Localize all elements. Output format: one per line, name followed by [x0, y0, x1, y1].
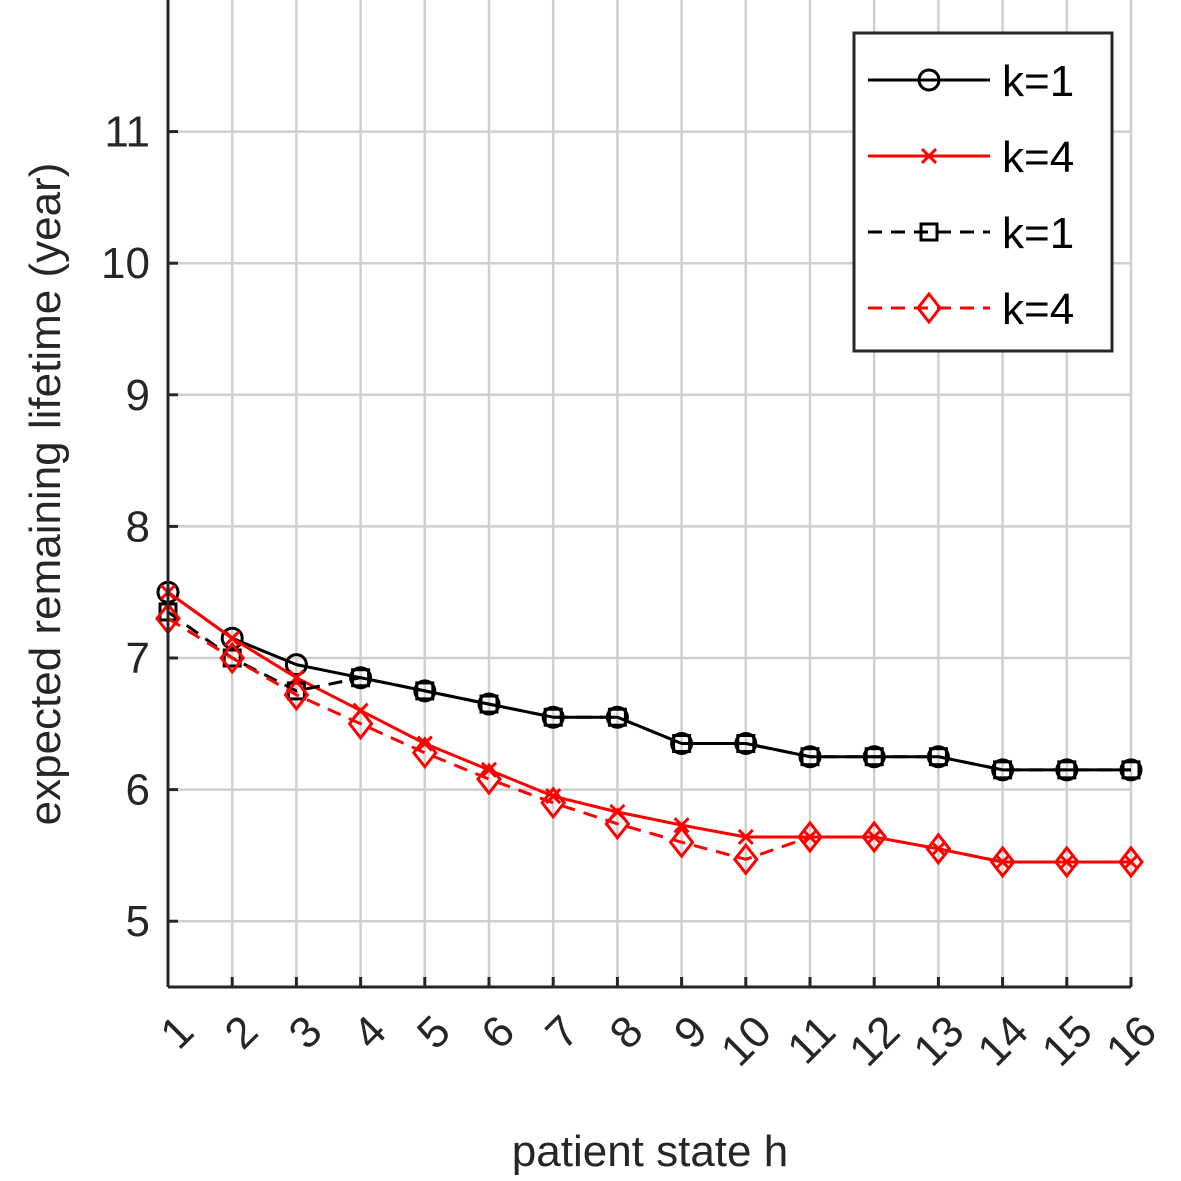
series-3-point-12 — [864, 747, 884, 767]
series-4-point-13 — [925, 832, 952, 866]
legend-label-3: k=1 — [1002, 209, 1074, 258]
series-4-point-7 — [540, 786, 567, 820]
series-4-point-16 — [1118, 845, 1144, 879]
series-4-point-3 — [283, 678, 310, 712]
series-3-point-6 — [479, 694, 499, 714]
series-2-point-5 — [416, 735, 433, 752]
series-1-point-11 — [798, 745, 822, 769]
legend-marker-2 — [920, 147, 938, 165]
series-4 — [155, 602, 1144, 879]
series-3-point-9 — [672, 734, 692, 754]
series-4-point-8 — [604, 807, 631, 841]
series-2-point-10 — [737, 828, 754, 846]
series-3-point-2 — [222, 648, 242, 668]
series-3-point-11 — [800, 747, 820, 767]
series-3-point-15 — [1057, 760, 1077, 780]
series-3-line — [167, 610, 1131, 772]
series-2-point-9 — [673, 817, 690, 834]
series-4-point-4 — [347, 707, 374, 741]
series-1-point-2 — [220, 626, 244, 650]
series-2-point-6 — [480, 761, 498, 778]
y-tick-label-5: 9 — [126, 371, 150, 420]
series-4-point-11 — [797, 820, 823, 854]
series-3-point-14 — [993, 760, 1013, 780]
x-axis-label: patient state h — [512, 1127, 788, 1176]
series-4-point-2 — [219, 641, 246, 675]
series-3-point-16 — [1121, 760, 1141, 780]
series-2-point-2 — [224, 630, 241, 647]
legend-box — [852, 31, 1114, 353]
series-1-point-12 — [862, 745, 886, 769]
series-3-point-8 — [607, 707, 627, 727]
y-tick-label-4: 8 — [126, 502, 150, 551]
legend-label-1: k=1 — [1002, 57, 1074, 106]
legend-label-4: k=4 — [1002, 285, 1074, 334]
series-3-point-7 — [543, 707, 563, 727]
legend-marker-1 — [917, 68, 941, 92]
series-1-point-4 — [349, 666, 373, 690]
series-4-point-14 — [989, 845, 1016, 879]
series-4-point-12 — [861, 820, 888, 854]
series-2-point-14 — [994, 853, 1011, 871]
series-1-point-3 — [284, 653, 308, 677]
series-3-point-4 — [351, 668, 371, 688]
series-1-point-5 — [413, 679, 437, 703]
y-tick-labels: 5 6 7 8 9 10 11 — [101, 108, 150, 947]
series-1-point-6 — [477, 692, 501, 716]
series-4-line — [167, 617, 1131, 864]
series-4-point-10 — [732, 842, 759, 876]
axes — [166, 0, 1133, 989]
series-3 — [158, 602, 1141, 780]
y-tick-label-7: 11 — [104, 108, 150, 157]
y-axis-label: expected remaining lifetime (year) — [21, 163, 70, 826]
series-4-point-5 — [411, 736, 438, 770]
legend: k=1 k=4 k=1 k=4 — [852, 31, 1114, 353]
y-tick-label-1: 5 — [126, 897, 150, 946]
legend-label-2: k=4 — [1002, 133, 1074, 182]
legend-entry-4: k=4 — [868, 285, 1074, 334]
series-2-point-13 — [930, 840, 947, 857]
series-3-point-10 — [736, 734, 756, 754]
series-3-point-13 — [928, 747, 948, 767]
legend-marker-3 — [919, 222, 939, 242]
legend-entry-1: k=1 — [868, 57, 1074, 106]
legend-entry-3: k=1 — [868, 209, 1074, 258]
legend-entry-2: k=4 — [868, 133, 1074, 182]
y-tick-label-6: 10 — [101, 239, 150, 288]
y-tick-label-2: 6 — [126, 766, 150, 815]
y-tick-label-3: 7 — [126, 634, 150, 683]
legend-marker-4 — [916, 291, 942, 325]
series-3-point-5 — [415, 681, 435, 701]
series-4-point-9 — [668, 825, 695, 859]
series-layer — [155, 580, 1144, 879]
series-1-point-16 — [1119, 758, 1143, 782]
series-4-point-15 — [1053, 845, 1080, 879]
series-4-point-6 — [476, 762, 502, 796]
